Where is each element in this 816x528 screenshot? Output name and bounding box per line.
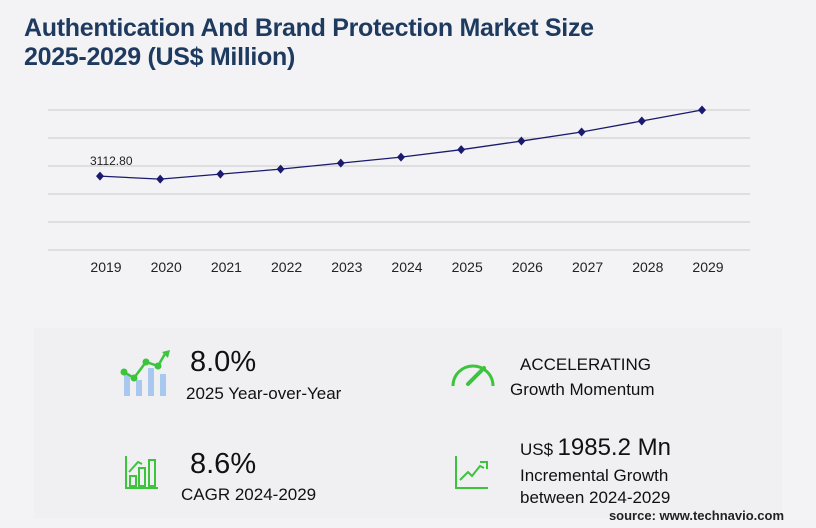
data-point — [96, 171, 104, 181]
data-point — [457, 145, 466, 155]
x-tick-label: 2026 — [512, 259, 543, 275]
data-point — [156, 174, 165, 184]
growth-chart-icon — [120, 350, 170, 396]
x-tick-label: 2023 — [331, 259, 362, 275]
title-line-2: 2025-2029 (US$ Million) — [24, 43, 295, 71]
data-point — [517, 136, 526, 146]
data-point — [216, 169, 225, 179]
incremental-value-row: US$ 1985.2 Mn — [520, 434, 671, 462]
momentum-label: Growth Momentum — [510, 380, 655, 399]
data-point — [276, 164, 285, 174]
data-label: 3112.80 — [90, 154, 133, 168]
data-point — [397, 152, 405, 162]
title-line-1: Authentication And Brand Protection Mark… — [24, 14, 594, 42]
line-chart: 2019 2020 2021 2022 2023 2024 2025 2026 2027 2028… — [48, 105, 750, 275]
source-text: source: www.technavio.com — [608, 508, 784, 523]
bar-chart-icon — [125, 456, 158, 489]
incremental-label-1: Incremental Growth — [520, 466, 669, 485]
trend-up-icon — [455, 456, 488, 489]
cagr-value: 8.6% — [190, 448, 257, 480]
data-point — [637, 116, 646, 126]
momentum-value: ACCELERATING — [520, 355, 651, 374]
speedometer-icon — [451, 364, 495, 387]
incremental-label-2: between 2024-2029 — [520, 488, 671, 507]
cagr-label: CAGR 2024-2029 — [181, 485, 317, 504]
x-tick-label: 2019 — [90, 259, 121, 275]
chart-title: Authentication And Brand Protection Mark… — [24, 14, 594, 72]
stats-panel — [34, 328, 782, 518]
x-tick-label: 2027 — [572, 259, 603, 275]
yoy-value: 8.0% — [190, 346, 257, 378]
x-tick-label: 2025 — [452, 259, 483, 275]
x-tick-label: 2021 — [211, 259, 242, 275]
series-line — [99, 109, 703, 180]
incremental-value: 1985.2 Mn — [557, 434, 671, 461]
x-tick-label: 2020 — [151, 259, 182, 275]
x-tick-label: 2024 — [391, 259, 422, 275]
x-tick-label: 2029 — [692, 259, 723, 275]
x-tick-label: 2028 — [632, 259, 663, 275]
data-point — [577, 127, 586, 137]
data-point — [336, 158, 345, 168]
yoy-label: 2025 Year-over-Year — [186, 384, 342, 403]
x-tick-label: 2022 — [271, 259, 302, 275]
currency-prefix: US$ — [520, 440, 554, 459]
data-point — [698, 105, 706, 115]
